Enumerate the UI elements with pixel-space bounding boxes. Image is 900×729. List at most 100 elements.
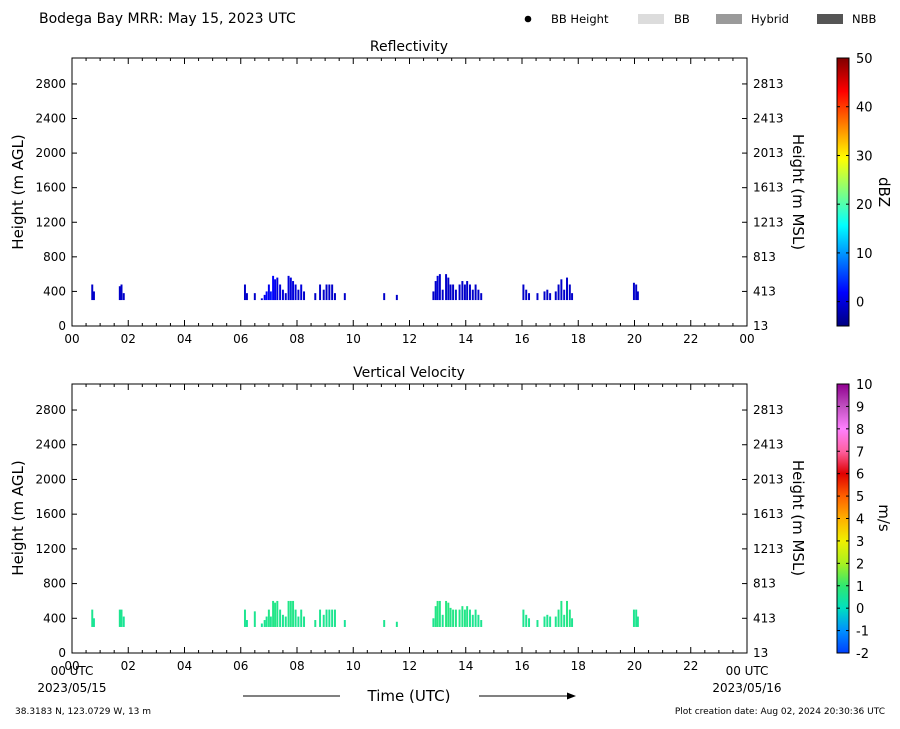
x-start-date: 2023/05/15 — [37, 681, 106, 695]
y-tick-label-right: 2813 — [753, 77, 784, 91]
data-column — [328, 284, 331, 301]
data-column — [466, 281, 469, 301]
data-column — [557, 609, 560, 627]
data-column — [636, 616, 639, 627]
data-column — [272, 275, 275, 301]
x-axis-label: Time (UTC) — [367, 687, 451, 705]
y-tick-label-right: 1213 — [753, 215, 784, 229]
colorbar-tick-label: 10 — [856, 247, 873, 262]
x-tick-label: 14 — [458, 659, 473, 673]
data-column — [522, 609, 525, 627]
y-tick-label: 800 — [43, 250, 66, 264]
data-column — [536, 293, 539, 301]
y-tick-label-right: 1213 — [753, 542, 784, 556]
data-column — [434, 606, 437, 627]
reflectivity-right-axis-label: Height (m MSL) — [789, 134, 807, 250]
x-tick-label: 20 — [627, 659, 642, 673]
data-column — [571, 293, 574, 301]
data-column — [319, 609, 322, 627]
reflectivity-y-axis-label: Height (m AGL) — [9, 134, 27, 249]
data-column — [468, 609, 471, 627]
y-tick-label-right: 413 — [753, 284, 776, 298]
data-column — [395, 294, 398, 301]
data-column — [122, 616, 125, 627]
data-column — [566, 277, 568, 301]
data-column — [568, 284, 571, 301]
reflectivity-colorbar-label: dBZ — [875, 177, 893, 207]
data-column — [263, 620, 266, 627]
data-column — [267, 284, 270, 301]
data-column — [260, 623, 263, 627]
data-column — [546, 614, 549, 627]
data-column — [563, 614, 566, 627]
data-column — [563, 289, 566, 301]
data-column — [445, 600, 448, 627]
data-column — [525, 614, 528, 627]
colorbar-tick-label: 0 — [856, 602, 864, 617]
y-tick-label: 2000 — [35, 472, 66, 486]
colorbar-tick-label: 10 — [856, 378, 873, 393]
vertical-velocity-colorbar: -2 -1 0 1 2 3 4 5 6 7 8 9 10 — [836, 378, 873, 662]
data-column — [294, 284, 297, 301]
data-column — [322, 289, 325, 301]
y-tick-label-right: 13 — [753, 319, 768, 333]
data-column — [253, 611, 256, 627]
y-tick-label: 400 — [43, 284, 66, 298]
x-tick-label: 22 — [683, 332, 698, 346]
x-axis-arrow-head — [567, 692, 576, 700]
data-column — [269, 616, 272, 627]
data-column — [292, 281, 295, 301]
x-end-date: 2023/05/16 — [712, 681, 781, 695]
data-column — [436, 600, 439, 627]
data-column — [528, 293, 531, 301]
x-tick-label: 18 — [571, 332, 586, 346]
data-column — [331, 284, 334, 301]
data-column — [635, 284, 638, 301]
data-column — [536, 620, 539, 627]
x-tick-label: 22 — [683, 659, 698, 673]
x-tick-label: 16 — [514, 659, 529, 673]
x-tick-label: 00 — [64, 332, 79, 346]
data-column — [284, 616, 287, 627]
data-column — [287, 600, 290, 627]
data-column — [447, 277, 450, 301]
data-column — [120, 284, 123, 301]
data-column — [272, 600, 275, 627]
data-column — [92, 291, 95, 301]
data-column — [297, 616, 300, 627]
x-tick-label: 02 — [121, 659, 136, 673]
data-column — [120, 609, 123, 627]
data-column — [243, 284, 246, 301]
data-column — [549, 293, 552, 301]
data-column — [276, 277, 279, 301]
vertical-velocity-panel: Vertical Velocity Height (m AGL) Height … — [9, 365, 893, 673]
data-column — [279, 609, 282, 627]
data-column — [267, 609, 270, 627]
header-legend: BB Height BB Hybrid NBB — [524, 12, 876, 26]
colorbar-tick-label: 8 — [856, 423, 864, 438]
data-column — [635, 609, 638, 627]
data-column — [468, 284, 471, 301]
y-tick-label-right: 2413 — [753, 112, 784, 126]
data-column — [314, 293, 317, 301]
reflectivity-data — [91, 274, 639, 301]
data-column — [274, 279, 277, 301]
x-tick-label: 10 — [346, 659, 361, 673]
x-tick-label: 12 — [402, 659, 417, 673]
x-tick-label: 02 — [121, 332, 136, 346]
data-column — [243, 609, 246, 627]
data-column — [449, 284, 452, 301]
data-column — [543, 616, 546, 627]
y-tick-label-right: 1613 — [753, 181, 784, 195]
data-column — [458, 609, 461, 627]
x-tick-label: 06 — [233, 659, 248, 673]
data-column — [452, 284, 455, 301]
data-column — [528, 618, 531, 627]
colorbar-tick-label: 2 — [856, 557, 864, 572]
bb-legend-swatch — [638, 14, 664, 24]
data-column — [314, 620, 317, 627]
reflectivity-plot-frame — [71, 57, 748, 327]
data-column — [276, 600, 279, 627]
